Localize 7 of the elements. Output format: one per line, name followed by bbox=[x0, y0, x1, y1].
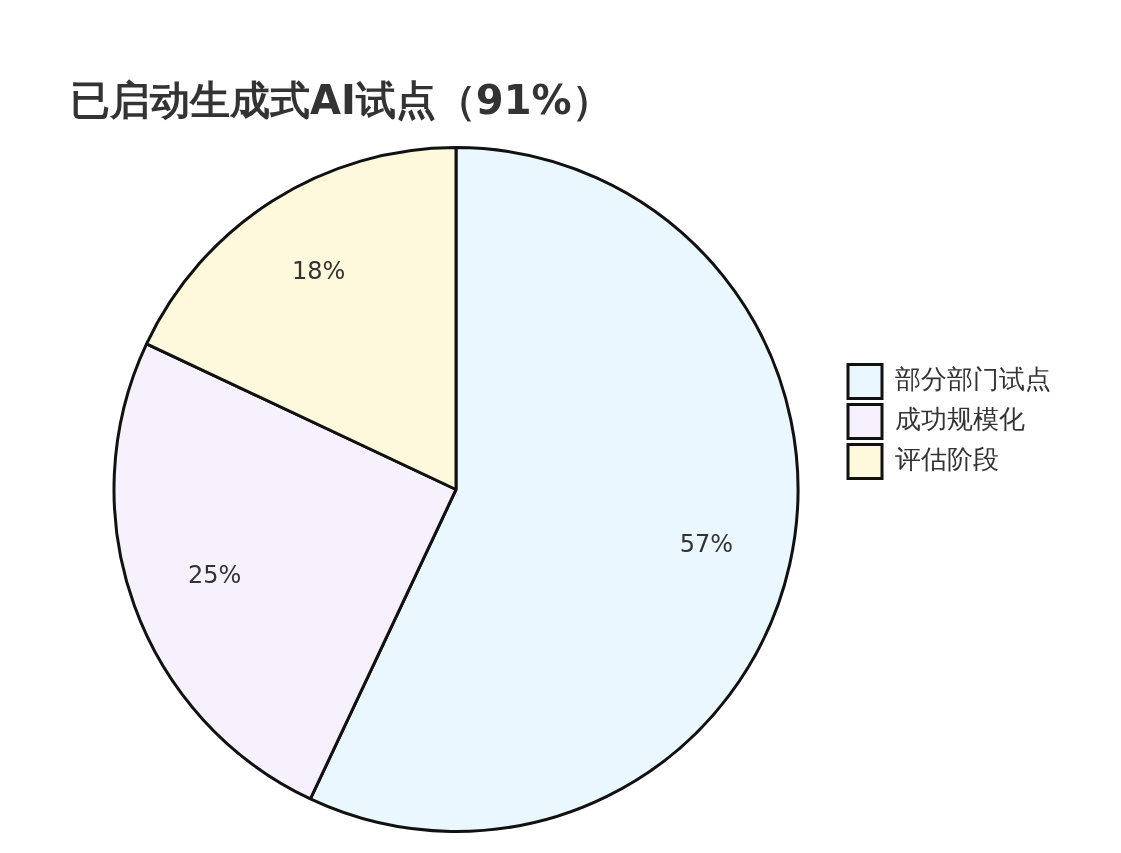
chart-title: 已启动生成式AI试点（91%） bbox=[70, 77, 612, 124]
legend-label: 成功规模化 bbox=[895, 404, 1025, 435]
data-label: 57% bbox=[679, 529, 733, 558]
legend-label: 评估阶段 bbox=[895, 444, 999, 475]
data-label: 18% bbox=[291, 257, 346, 286]
legend-label: 部分部门试点 bbox=[895, 364, 1051, 395]
data-label: 25% bbox=[187, 560, 242, 589]
